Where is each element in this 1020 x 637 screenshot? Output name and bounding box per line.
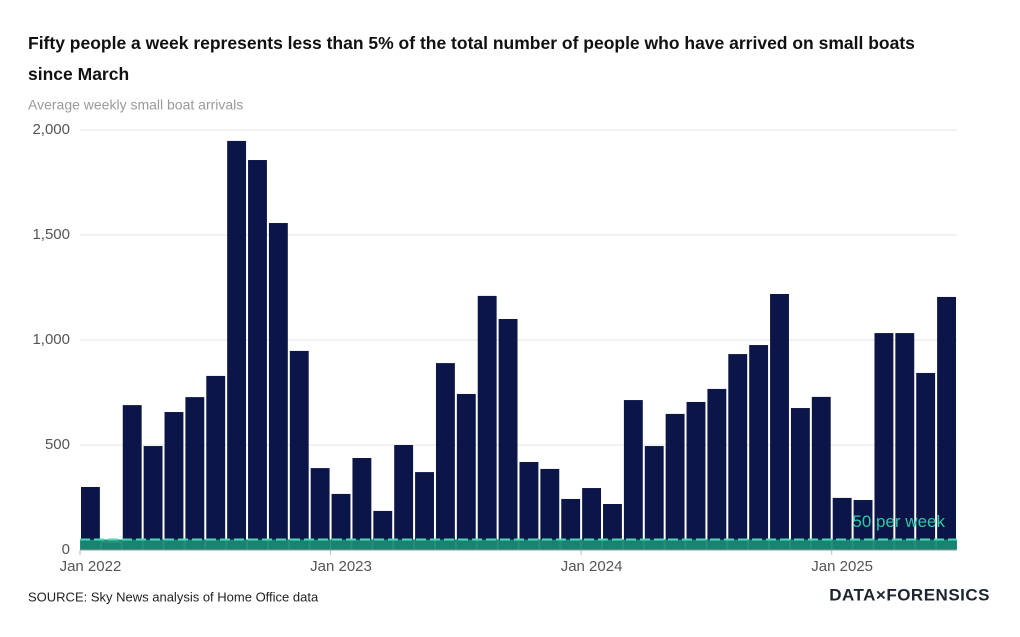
reference-band [80, 539, 957, 550]
logo: DATA×FORENSICS [829, 585, 990, 604]
bar [248, 160, 267, 550]
source: SOURCE: Sky News analysis of Home Office… [28, 589, 319, 604]
bar [435, 363, 455, 550]
bar [582, 488, 602, 550]
y-tick-label: 1,500 [32, 226, 70, 243]
bar [728, 354, 748, 550]
bar [206, 375, 226, 550]
bar [916, 372, 936, 550]
bar [790, 408, 810, 550]
bar [519, 462, 539, 550]
bar [498, 319, 518, 550]
chart-subtitle: Average weekly small boat arrivals [28, 97, 243, 113]
bar [310, 468, 330, 550]
chart-title-line1: Fifty people a week represents less than… [28, 33, 915, 84]
bar [623, 400, 643, 550]
bar [832, 497, 852, 550]
bar [540, 468, 560, 550]
y-tick-label: 500 [45, 436, 70, 453]
bar [853, 500, 873, 550]
bar [122, 405, 142, 550]
x-tick-label: Jan 2022 [60, 558, 122, 575]
bar [227, 140, 247, 551]
bar [811, 396, 831, 550]
x-tick-label: Jan 2023 [310, 558, 372, 575]
bar [394, 445, 414, 550]
x-tick-label: Jan 2025 [811, 558, 873, 575]
y-tick-label: 0 [62, 541, 70, 558]
bar [770, 294, 789, 550]
bar [331, 493, 351, 550]
bar [686, 401, 706, 550]
bar [289, 350, 309, 550]
y-tick-label: 1,000 [32, 331, 70, 348]
bar [352, 458, 372, 550]
bar [415, 472, 434, 550]
bar [164, 412, 184, 550]
bar [874, 333, 894, 550]
bar [185, 397, 205, 550]
bar [749, 345, 769, 550]
bar [665, 413, 685, 550]
bar [561, 498, 581, 550]
bar [143, 446, 163, 550]
bar [707, 388, 727, 550]
bar [268, 223, 288, 550]
bar [81, 487, 100, 550]
bar [477, 295, 497, 550]
bar [456, 393, 476, 550]
x-tick-label: Jan 2024 [561, 558, 623, 575]
bar [644, 446, 664, 550]
bar [937, 296, 956, 550]
reference-label: 50 per week [852, 512, 945, 531]
y-tick-label: 2,000 [32, 121, 70, 138]
bar [895, 333, 915, 550]
